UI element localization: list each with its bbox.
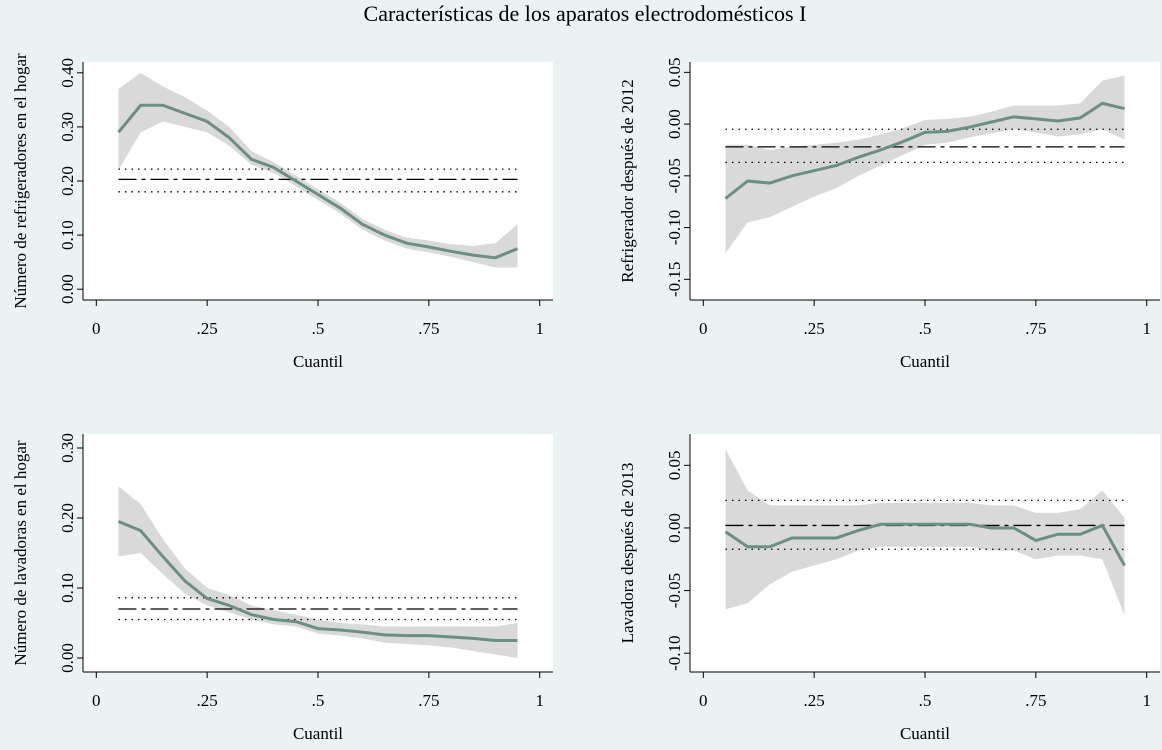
y-tick-label: 0.30 (58, 433, 77, 463)
x-tick-label: 0 (92, 691, 101, 710)
y-axis-label: Número de lavadoras en el hogar (11, 440, 30, 665)
x-tick-label: 1 (1142, 691, 1151, 710)
confidence-band (118, 486, 518, 658)
y-axis-label: Refrigerador después de 2012 (618, 79, 637, 282)
y-tick-label: 0.10 (58, 573, 77, 603)
x-tick-label: .25 (804, 691, 825, 710)
line-series (117, 103, 519, 260)
y-tick-label: 0.00 (665, 513, 684, 543)
y-tick-label: -0.10 (665, 635, 684, 670)
y-tick-label: -0.15 (665, 262, 684, 297)
x-axis-label: Cuantil (293, 724, 343, 743)
line-series (724, 522, 1126, 567)
y-tick-label: 0.00 (665, 109, 684, 139)
y-tick-label: -0.10 (665, 210, 684, 245)
x-tick-label: .5 (312, 319, 325, 338)
x-axis-label: Cuantil (293, 352, 343, 371)
y-tick-label: 0.00 (58, 643, 77, 673)
confidence-band (725, 75, 1125, 254)
x-tick-label: .5 (919, 691, 932, 710)
y-tick-label: 0.30 (58, 112, 77, 142)
y-tick-label: -0.05 (665, 573, 684, 608)
confidence-band (725, 449, 1125, 616)
x-tick-label: .25 (197, 319, 218, 338)
y-tick-label: 0.05 (665, 57, 684, 87)
y-tick-label: -0.05 (665, 158, 684, 193)
line-series (724, 101, 1125, 200)
x-tick-label: .25 (197, 691, 218, 710)
x-tick-label: .5 (919, 319, 932, 338)
x-tick-label: .75 (418, 691, 439, 710)
confidence-band (118, 72, 518, 268)
y-tick-label: 0.10 (58, 220, 77, 250)
x-tick-label: 1 (535, 319, 544, 338)
figure-title: Características de los aparatos electrod… (364, 1, 807, 26)
y-tick-label: 0.05 (665, 450, 684, 480)
y-tick-label: 0.40 (58, 58, 77, 88)
x-tick-label: 0 (699, 319, 708, 338)
x-tick-label: .25 (804, 319, 825, 338)
x-tick-label: .5 (312, 691, 325, 710)
y-tick-label: 0.20 (58, 503, 77, 533)
x-axis-label: Cuantil (900, 724, 950, 743)
y-axis-label: Número de refrigeradores en el hogar (11, 53, 30, 309)
x-tick-label: 1 (1142, 319, 1151, 338)
x-tick-label: .75 (418, 319, 439, 338)
x-tick-label: .75 (1025, 319, 1046, 338)
x-tick-label: 0 (699, 691, 708, 710)
line-series (117, 520, 518, 642)
x-tick-label: 1 (535, 691, 544, 710)
y-tick-label: 0.20 (58, 166, 77, 196)
x-axis-label: Cuantil (900, 352, 950, 371)
y-axis-label: Lavadora después de 2013 (618, 463, 637, 644)
x-tick-label: 0 (92, 319, 101, 338)
x-tick-label: .75 (1025, 691, 1046, 710)
y-tick-label: 0.00 (58, 274, 77, 304)
